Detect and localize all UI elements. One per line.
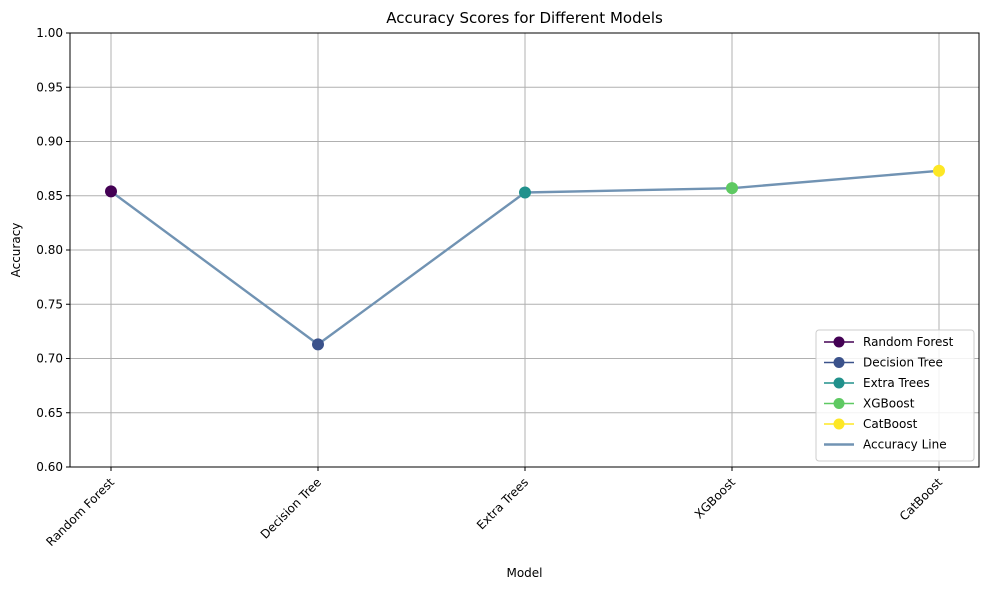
y-tick-label: 0.75 (36, 297, 63, 311)
data-point-marker (105, 185, 117, 198)
y-tick-label: 0.60 (36, 460, 63, 474)
legend-label: Extra Trees (863, 376, 930, 390)
data-point-marker (312, 338, 324, 351)
y-tick-label: 0.85 (36, 189, 63, 203)
chart-title: Accuracy Scores for Different Models (386, 9, 663, 27)
data-point-marker (519, 186, 531, 199)
legend-swatch-marker (833, 336, 845, 348)
legend: Random Forest Decision Tree Extra Trees XGB… (815, 329, 975, 462)
x-tick-label: Decision Tree (258, 475, 324, 541)
legend-label: Decision Tree (863, 356, 943, 370)
legend-swatch-marker (833, 418, 845, 430)
x-axis-label: Model (506, 566, 542, 580)
legend-swatch-marker (833, 377, 845, 389)
legend-box (815, 329, 975, 462)
legend-label: XGBoost (863, 397, 915, 411)
y-axis-label: Accuracy (9, 223, 23, 278)
legend-swatch-marker (833, 357, 845, 368)
x-tick-label: Extra Trees (474, 475, 531, 532)
legend-label: CatBoost (863, 417, 918, 431)
legend-swatch-marker (833, 398, 845, 409)
y-tick-label: 0.70 (36, 352, 63, 366)
x-tick-label: XGBoost (692, 475, 738, 521)
data-point-marker (933, 164, 945, 177)
legend-label: Accuracy Line (863, 438, 947, 452)
y-tick-label: 0.90 (36, 135, 63, 149)
marker-layer (105, 164, 945, 351)
data-point-marker (726, 182, 738, 195)
x-tick-label: Random Forest (43, 475, 117, 549)
y-tick-label: 0.65 (36, 406, 63, 420)
tick-layer: 0.60 0.65 0.70 0.75 0.80 0.85 0.90 0.95 1.00 Rand… (36, 26, 945, 549)
y-tick-label: 0.95 (36, 80, 63, 94)
legend-label: Random Forest (863, 335, 954, 349)
y-tick-label: 1.00 (36, 26, 63, 40)
y-tick-label: 0.80 (36, 243, 63, 257)
x-tick-label: CatBoost (897, 475, 946, 524)
